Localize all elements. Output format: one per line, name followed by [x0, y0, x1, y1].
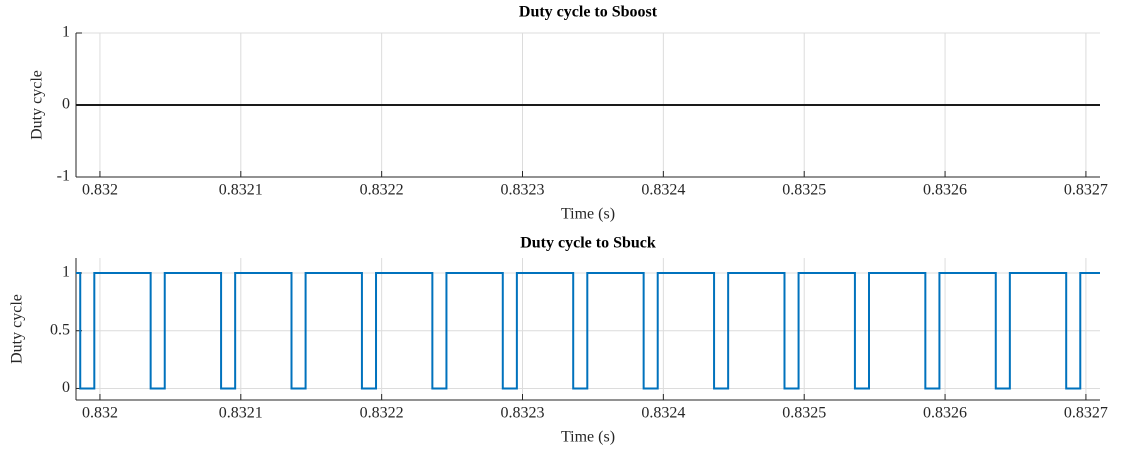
x-tick-label: 0.8327 — [1064, 182, 1108, 199]
x-tick-label: 0.832 — [82, 405, 118, 422]
x-tick-label: 0.8322 — [360, 182, 404, 199]
x-tick-label: 0.8324 — [641, 405, 685, 422]
y-tick-label: 1 — [62, 264, 70, 281]
y-axis-label: Duty cycle — [29, 70, 46, 140]
x-tick-label: 0.8321 — [219, 405, 263, 422]
y-tick-label: 0 — [62, 379, 70, 396]
x-tick-label: 0.8322 — [360, 405, 404, 422]
chart-title: Duty cycle to Sboost — [519, 4, 658, 21]
chart-title: Duty cycle to Sbuck — [520, 235, 656, 252]
x-tick-label: 0.8321 — [219, 182, 263, 199]
x-tick-label: 0.8325 — [782, 405, 826, 422]
y-tick-label: 0 — [62, 96, 70, 113]
x-tick-label: 0.8324 — [641, 182, 685, 199]
y-tick-label: 0.5 — [50, 321, 70, 338]
x-tick-label: 0.8323 — [501, 182, 545, 199]
x-tick-label: 0.8326 — [923, 182, 967, 199]
data-line — [76, 272, 1100, 390]
x-tick-label: 0.8325 — [782, 182, 826, 199]
y-tick-label: 1 — [62, 24, 70, 41]
x-tick-label: 0.8323 — [501, 405, 545, 422]
x-axis-label: Time (s) — [561, 206, 615, 223]
x-tick-label: 0.832 — [82, 182, 118, 199]
y-tick-label: -1 — [57, 168, 70, 185]
x-axis-label: Time (s) — [561, 429, 615, 446]
x-tick-label: 0.8326 — [923, 405, 967, 422]
x-tick-label: 0.8327 — [1064, 405, 1108, 422]
y-axis-label: Duty cycle — [9, 294, 26, 364]
